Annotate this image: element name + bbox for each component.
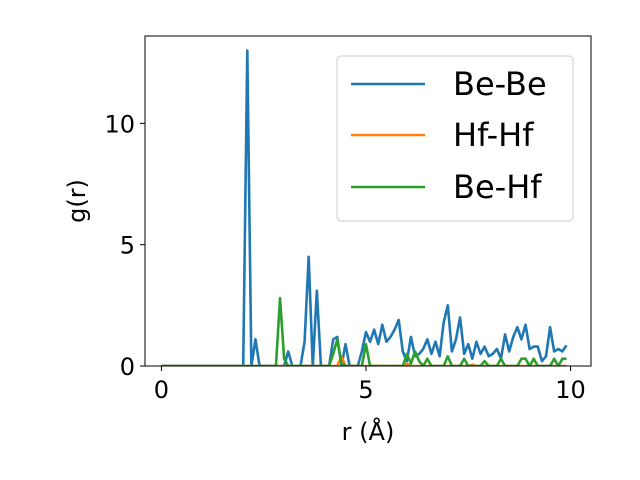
legend-label-be-hf: Be-Hf xyxy=(453,168,542,206)
series-line-be-be xyxy=(161,49,568,366)
x-tick-label: 10 xyxy=(555,376,586,404)
y-axis-label: g(r) xyxy=(63,179,91,223)
y-tick-label: 0 xyxy=(120,353,135,381)
x-tick-label: 5 xyxy=(358,376,373,404)
y-tick-label: 10 xyxy=(104,110,135,138)
series-line-be-hf xyxy=(161,296,567,366)
series-layer xyxy=(161,49,568,366)
legend: Be-Be Hf-Hf Be-Hf xyxy=(336,55,574,222)
legend-label-hf-hf: Hf-Hf xyxy=(453,116,534,154)
x-axis-ticks: 0 5 10 xyxy=(154,366,586,404)
x-axis-label: r (Å) xyxy=(342,417,395,446)
y-axis-ticks: 0 5 10 xyxy=(104,110,145,381)
legend-label-be-be: Be-Be xyxy=(453,65,547,103)
y-tick-label: 5 xyxy=(120,232,135,260)
x-tick-label: 0 xyxy=(154,376,169,404)
legend-box xyxy=(336,55,574,222)
axes-frame xyxy=(144,35,592,367)
